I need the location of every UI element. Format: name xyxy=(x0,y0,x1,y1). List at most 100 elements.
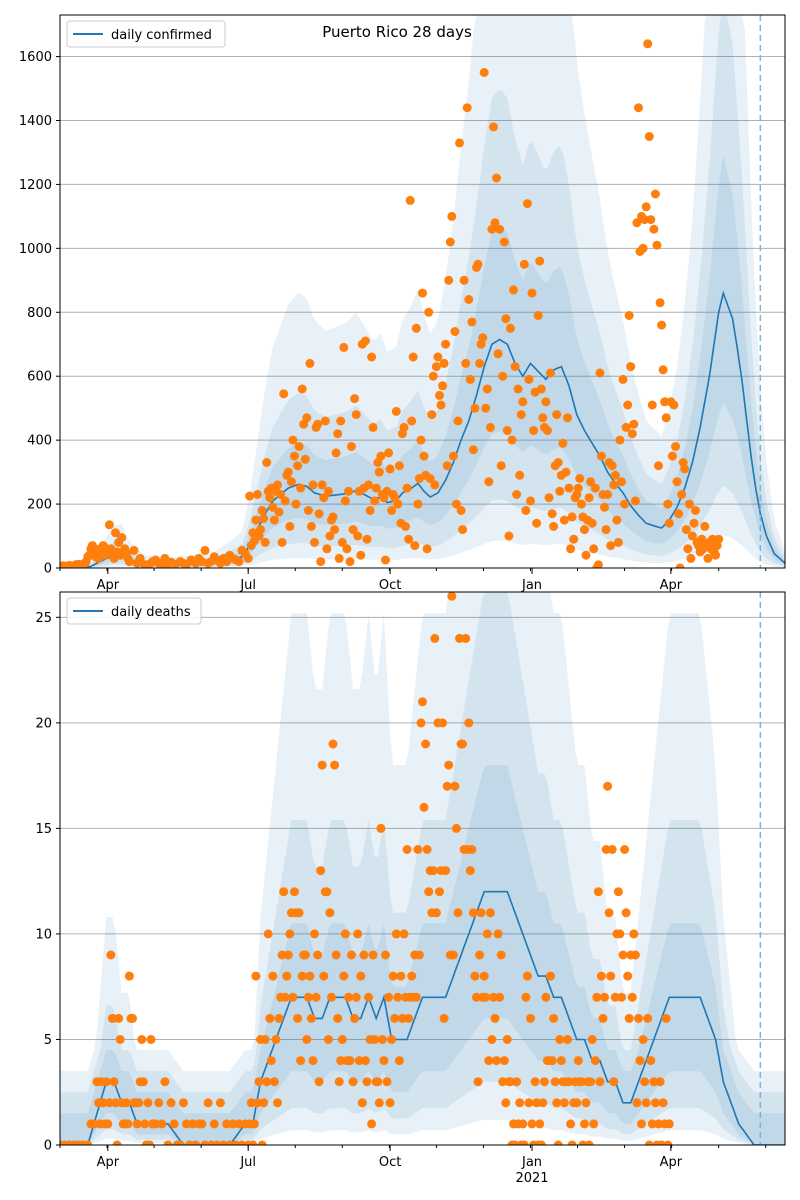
observed-point xyxy=(470,403,480,413)
observed-point xyxy=(385,1098,395,1108)
observed-point xyxy=(314,1077,324,1087)
observed-point xyxy=(178,1098,188,1108)
observed-point xyxy=(256,525,265,535)
y-tick-label: 1200 xyxy=(19,178,52,193)
observed-point xyxy=(376,823,386,833)
observed-point xyxy=(259,514,269,523)
observed-point xyxy=(580,525,589,535)
y-tick-label: 800 xyxy=(27,306,52,321)
observed-point xyxy=(546,971,555,981)
observed-point xyxy=(657,320,667,330)
observed-point xyxy=(647,1119,657,1129)
observed-point xyxy=(117,533,127,543)
observed-point xyxy=(658,365,668,375)
observed-point xyxy=(451,823,461,833)
observed-point xyxy=(612,515,622,525)
observed-point xyxy=(320,416,330,426)
observed-point xyxy=(132,1119,142,1129)
observed-point xyxy=(485,908,495,918)
observed-point xyxy=(334,553,344,563)
observed-point xyxy=(604,908,614,918)
observed-point xyxy=(328,512,338,522)
observed-point xyxy=(160,1077,170,1087)
observed-point xyxy=(330,760,340,770)
legend-box xyxy=(66,20,226,48)
observed-point xyxy=(322,544,332,554)
y-tick-label: 200 xyxy=(27,498,52,513)
uncertainty-band xyxy=(60,592,785,1145)
observed-point xyxy=(524,1098,534,1108)
observed-point xyxy=(546,368,555,378)
observed-point xyxy=(516,410,526,420)
observed-point xyxy=(306,521,316,531)
y-tick-label: 25 xyxy=(35,611,52,626)
observed-point xyxy=(638,1035,648,1044)
observed-point xyxy=(331,448,341,458)
y-tick-label: 0 xyxy=(44,1139,52,1154)
observed-point xyxy=(593,560,603,568)
observed-point xyxy=(499,237,509,247)
observed-point xyxy=(552,1098,562,1108)
observed-point xyxy=(492,1056,501,1066)
observed-point xyxy=(632,1098,642,1108)
observed-point xyxy=(416,435,426,445)
observed-point xyxy=(453,908,463,918)
observed-point xyxy=(404,1013,414,1023)
observed-point xyxy=(601,525,611,535)
observed-point xyxy=(381,950,390,960)
observed-point xyxy=(623,971,633,981)
observed-point xyxy=(455,138,464,148)
observed-point xyxy=(325,908,335,918)
observed-point xyxy=(138,1077,148,1087)
observed-point xyxy=(559,1098,569,1108)
observed-point xyxy=(493,929,503,939)
observed-point xyxy=(356,971,366,981)
observed-point xyxy=(294,908,304,918)
observed-point xyxy=(576,499,586,509)
observed-point xyxy=(498,1077,508,1087)
observed-point xyxy=(444,275,454,285)
observed-point xyxy=(650,1098,660,1108)
observed-point xyxy=(418,697,427,707)
observed-point xyxy=(323,1035,333,1044)
observed-point xyxy=(396,971,406,981)
observed-point xyxy=(660,397,670,407)
observed-point xyxy=(448,950,458,960)
observed-point xyxy=(581,1098,591,1108)
observed-point xyxy=(310,929,319,939)
observed-point xyxy=(439,1013,449,1023)
observed-point xyxy=(381,555,390,565)
observed-point xyxy=(300,454,310,464)
observed-point xyxy=(234,1119,244,1129)
observed-point xyxy=(367,1119,377,1129)
observed-point xyxy=(518,1119,528,1129)
observed-point xyxy=(664,1119,674,1129)
observed-point xyxy=(496,461,506,471)
observed-point xyxy=(243,553,253,563)
observed-point xyxy=(385,464,395,474)
observed-point xyxy=(360,1056,370,1066)
observed-point xyxy=(370,1035,380,1044)
observed-point xyxy=(200,545,210,555)
observed-point xyxy=(394,1056,404,1066)
observed-point xyxy=(569,534,579,544)
observed-point xyxy=(438,718,448,728)
observed-point xyxy=(166,1098,176,1108)
observed-point xyxy=(492,173,501,183)
observed-point xyxy=(475,358,485,368)
x-tick-label: Apr xyxy=(97,1155,120,1170)
observed-point xyxy=(697,534,707,544)
observed-point xyxy=(317,760,327,770)
observed-point xyxy=(445,237,455,247)
observed-point xyxy=(222,1119,232,1129)
observed-point xyxy=(404,534,414,544)
observed-point xyxy=(391,406,401,416)
observed-point xyxy=(297,384,307,394)
observed-point xyxy=(249,1119,259,1129)
observed-point xyxy=(575,474,585,483)
observed-point xyxy=(530,1077,540,1087)
observed-point xyxy=(495,224,505,234)
observed-point xyxy=(481,992,491,1002)
observed-point xyxy=(643,1013,653,1023)
